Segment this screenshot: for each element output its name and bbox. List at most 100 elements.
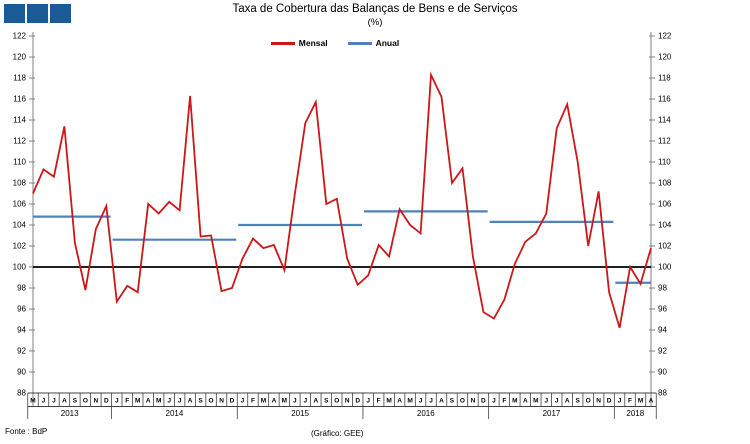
y-axis-label-right: 106 [658, 200, 672, 209]
y-axis-label-left: 114 [13, 116, 26, 125]
y-axis-label-right: 102 [658, 242, 672, 251]
y-axis-label-right: 92 [658, 347, 667, 356]
year-label: 2013 [61, 409, 79, 418]
month-label: A [313, 398, 318, 405]
month-label: A [272, 398, 277, 405]
y-axis-label-left: 108 [13, 179, 27, 188]
y-axis-label-left: 90 [17, 368, 26, 377]
y-axis-label-right: 104 [658, 221, 672, 230]
y-axis-label-right: 94 [658, 326, 667, 335]
month-label: A [62, 398, 67, 405]
month-label: A [565, 398, 570, 405]
y-axis-label-left: 98 [17, 284, 26, 293]
month-label: N [596, 398, 601, 405]
month-label: S [324, 398, 329, 405]
month-label: S [450, 398, 455, 405]
month-label: S [73, 398, 78, 405]
y-axis-label-right: 96 [658, 305, 667, 314]
y-axis-label-right: 122 [658, 32, 672, 41]
month-label: F [125, 398, 129, 405]
month-label: A [397, 398, 402, 405]
month-label: A [439, 398, 444, 405]
logo-square-icon [27, 4, 48, 23]
y-axis-label-right: 98 [658, 284, 667, 293]
legend-label: Anual [375, 38, 400, 48]
month-label: D [355, 398, 360, 405]
y-axis-label-right: 118 [658, 74, 671, 83]
month-label: M [407, 398, 412, 405]
page-title: Taxa de Cobertura das Balanças de Bens e… [232, 3, 518, 15]
y-axis-label-left: 112 [13, 137, 26, 146]
y-axis-label-right: 110 [658, 158, 671, 167]
month-label: M [638, 398, 643, 405]
month-label: J [618, 398, 622, 405]
month-label: N [219, 398, 224, 405]
month-label: D [607, 398, 612, 405]
month-label: O [586, 398, 591, 405]
chart-legend: Mensal Anual [0, 38, 670, 48]
month-label: J [492, 398, 496, 405]
month-label: M [30, 398, 35, 405]
month-label: J [52, 398, 56, 405]
month-label: S [576, 398, 581, 405]
legend-item-mensal: Mensal [270, 38, 328, 48]
logo-square-icon [50, 4, 71, 23]
year-label: 2017 [543, 409, 561, 418]
month-label: J [555, 398, 559, 405]
month-label: J [115, 398, 119, 405]
month-label: M [261, 398, 266, 405]
month-label: F [377, 398, 381, 405]
month-label: A [523, 398, 528, 405]
page-subtitle: (%) [367, 17, 383, 28]
month-label: J [544, 398, 548, 405]
month-label: N [345, 398, 350, 405]
month-label: J [167, 398, 171, 405]
month-label: J [241, 398, 245, 405]
y-axis-label-left: 92 [17, 347, 26, 356]
y-axis-label-left: 94 [17, 326, 26, 335]
y-axis-label-left: 120 [13, 53, 27, 62]
month-label: S [198, 398, 203, 405]
month-label: J [304, 398, 308, 405]
month-label: F [251, 398, 255, 405]
year-label: 2015 [291, 409, 309, 418]
month-label: D [230, 398, 235, 405]
anual-line-swatch-icon [347, 41, 372, 45]
month-label: J [178, 398, 182, 405]
month-label: M [135, 398, 140, 405]
month-label: J [366, 398, 370, 405]
y-axis-label-left: 96 [17, 305, 26, 314]
month-label: M [156, 398, 161, 405]
month-label: J [293, 398, 297, 405]
mensal-line-swatch-icon [270, 41, 295, 45]
month-label: N [471, 398, 476, 405]
month-label: M [282, 398, 287, 405]
month-label: M [533, 398, 538, 405]
year-label: 2016 [417, 409, 435, 418]
month-label: A [649, 398, 654, 405]
y-axis-label-left: 122 [13, 32, 27, 41]
source-note: Fonte : BdP [5, 427, 48, 436]
legend-label: Mensal [298, 38, 328, 48]
month-label: O [334, 398, 339, 405]
mensal-line [32, 71, 652, 329]
y-axis-label-right: 90 [658, 368, 667, 377]
month-label: D [481, 398, 486, 405]
y-axis-label-right: 108 [658, 179, 672, 188]
month-label: A [146, 398, 151, 405]
credit-note: (Gráfico: GEE) [311, 429, 364, 438]
y-axis-label-right: 116 [658, 95, 671, 104]
y-axis-label-left: 100 [13, 263, 27, 272]
y-axis-label-left: 88 [17, 389, 26, 398]
y-axis-label-right: 100 [658, 263, 672, 272]
month-label: J [42, 398, 46, 405]
month-label: M [512, 398, 517, 405]
month-label: O [460, 398, 465, 405]
three-squares-logo [4, 4, 71, 23]
y-axis-label-left: 104 [13, 221, 27, 230]
y-axis-label-right: 88 [658, 389, 667, 398]
y-axis-label-left: 110 [13, 158, 26, 167]
month-label: O [83, 398, 88, 405]
month-label: M [386, 398, 391, 405]
month-label: N [93, 398, 98, 405]
